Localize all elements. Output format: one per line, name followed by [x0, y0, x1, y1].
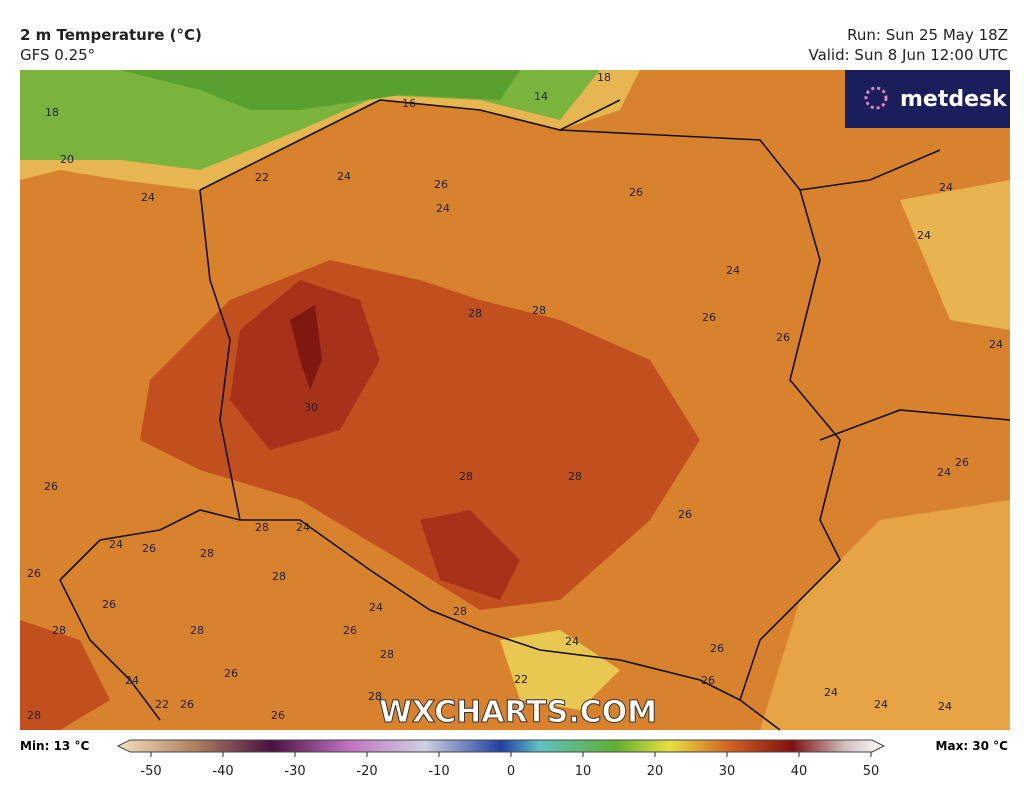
logo: metdesk — [900, 87, 1008, 112]
contour-label: 26 — [102, 598, 116, 611]
contour-label: 26 — [27, 567, 41, 580]
contour-label: 22 — [155, 698, 169, 711]
contour-label: 18 — [597, 71, 611, 84]
contour-label: 26 — [702, 311, 716, 324]
watermark: WXCHARTS.COM — [379, 695, 657, 730]
tick-label: 20 — [647, 764, 664, 779]
contour-label: 26 — [710, 642, 724, 655]
contour-label: 26 — [776, 331, 790, 344]
tick-label: -30 — [284, 764, 305, 779]
tick-label: 40 — [791, 764, 808, 779]
tick-label: -10 — [428, 764, 449, 779]
contour-label: 26 — [180, 698, 194, 711]
contour-label: 28 — [190, 624, 204, 637]
run: Run: Sun 25 May 18Z — [847, 26, 1008, 44]
tick-label: 0 — [507, 764, 515, 779]
contour-label: 26 — [955, 456, 969, 469]
map: metdesk WXCHARTS.COM — [20, 70, 1011, 731]
contour-label: 28 — [468, 307, 482, 320]
contour-label: 26 — [44, 480, 58, 493]
contour-label: 24 — [125, 674, 139, 687]
contour-label: 28 — [200, 547, 214, 560]
contour-label: 22 — [514, 673, 528, 686]
contour-label: 24 — [337, 170, 351, 183]
contour-label: 24 — [369, 601, 383, 614]
contour-label: 24 — [937, 466, 951, 479]
contour-label: 28 — [459, 470, 473, 483]
colorbar-min: Min: 13 °C — [20, 739, 89, 753]
contour-label: 26 — [271, 709, 285, 722]
contour-label: 24 — [565, 635, 579, 648]
contour-label: 26 — [678, 508, 692, 521]
contour-label: 28 — [255, 521, 269, 534]
contour-label: 24 — [939, 181, 953, 194]
contour-label: 26 — [629, 186, 643, 199]
contour-label: 30 — [304, 401, 318, 414]
contour-label: 28 — [453, 605, 467, 618]
contour-label: 24 — [296, 521, 310, 534]
contour-label: 26 — [434, 178, 448, 191]
model: GFS 0.25° — [20, 46, 95, 64]
contour-labels: 16 14 18 18 20 22 24 26 24 26 24 24 24 24 28 28 26 26 24 30… — [27, 71, 1003, 722]
colorbar-max: Max: 30 °C — [936, 739, 1009, 753]
contour-label: 26 — [701, 674, 715, 687]
tick-label: -20 — [356, 764, 377, 779]
contour-label: 24 — [824, 686, 838, 699]
valid: Valid: Sun 8 Jun 12:00 UTC — [808, 46, 1008, 64]
contour-label: 26 — [343, 624, 357, 637]
colorbar-ticks: -50 -40 -30 -20 -10 0 10 20 30 40 50 — [140, 752, 879, 779]
contour-label: 22 — [255, 171, 269, 184]
contour-label: 28 — [568, 470, 582, 483]
contour-label: 28 — [27, 709, 41, 722]
tick-label: -50 — [140, 764, 161, 779]
colorbar — [116, 739, 886, 753]
contour-label: 28 — [52, 624, 66, 637]
title: 2 m Temperature (°C) — [20, 26, 202, 44]
contour-label: 18 — [45, 106, 59, 119]
contour-label: 26 — [142, 542, 156, 555]
contour-label: 24 — [989, 338, 1003, 351]
contour-label: 28 — [532, 304, 546, 317]
contour-label: 24 — [917, 229, 931, 242]
contour-label: 26 — [224, 667, 238, 680]
contour-label: 28 — [380, 648, 394, 661]
contour-label: 24 — [874, 698, 888, 711]
tick-label: 50 — [863, 764, 880, 779]
contour-label: 24 — [938, 700, 952, 713]
contour-label: 24 — [109, 538, 123, 551]
contour-label: 16 — [402, 97, 416, 110]
contour-label: 24 — [436, 202, 450, 215]
tick-label: 10 — [575, 764, 592, 779]
tick-label: -40 — [212, 764, 233, 779]
tick-label: 30 — [719, 764, 736, 779]
contour-label: 24 — [726, 264, 740, 277]
contour-label: 28 — [272, 570, 286, 583]
contour-label: 14 — [534, 90, 548, 103]
contour-label: 28 — [368, 690, 382, 703]
contour-label: 20 — [60, 153, 74, 166]
contour-label: 24 — [141, 191, 155, 204]
